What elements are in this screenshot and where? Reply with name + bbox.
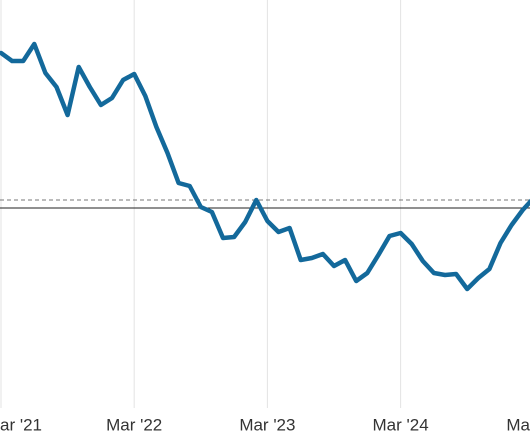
x-tick-label: Mar '23 bbox=[239, 415, 295, 434]
x-tick-label: Ma bbox=[506, 415, 530, 434]
x-tick-label: Mar '24 bbox=[373, 415, 429, 434]
x-tick-label: ar '21 bbox=[0, 415, 42, 434]
x-tick-label: Mar '22 bbox=[106, 415, 162, 434]
data-line bbox=[0, 41, 530, 292]
